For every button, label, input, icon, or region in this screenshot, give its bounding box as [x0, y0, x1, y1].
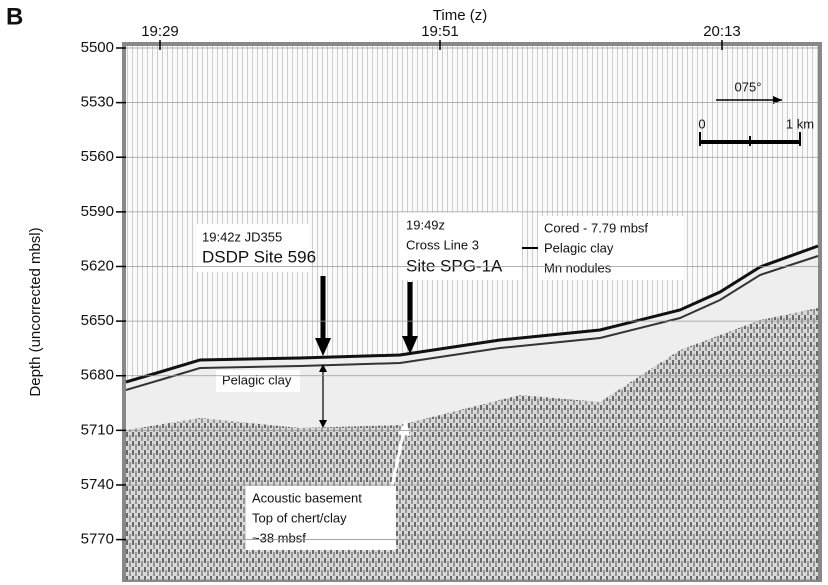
annotation: Top of chert/clay: [252, 510, 347, 525]
annotation: Pelagic clay: [222, 372, 292, 387]
label-box: [196, 224, 310, 272]
annotation: ~38 mbsf: [252, 530, 306, 545]
annotation: DSDP Site 596: [202, 247, 316, 266]
axis-title: Time (z): [433, 7, 487, 24]
x-tick-label: 20:13: [703, 23, 741, 40]
annotation: Mn nodules: [544, 260, 612, 275]
label-box: [538, 216, 684, 280]
y-tick-label: 5680: [81, 367, 114, 384]
y-tick-label: 5710: [81, 421, 114, 438]
annotation: Cross Line 3: [406, 237, 479, 252]
annotation: Site SPG-1A: [406, 256, 503, 275]
y-tick-label: 5770: [81, 531, 114, 548]
y-axis-label: Depth (uncorrected mbsl): [27, 227, 44, 396]
annotation: Cored - 7.79 mbsf: [544, 220, 648, 235]
y-tick-label: 5590: [81, 203, 114, 220]
y-tick-label: 5740: [81, 476, 114, 493]
y-tick-label: 5530: [81, 94, 114, 111]
arrows: [315, 276, 418, 487]
annotation: Acoustic basement: [252, 490, 362, 505]
scale-end: 1 km: [786, 116, 814, 131]
annotation: Pelagic clay: [544, 240, 614, 255]
panel-label: B: [6, 3, 23, 30]
y-tick-label: 5620: [81, 257, 114, 274]
subbottom-reflector: [125, 255, 819, 391]
label-box: [400, 212, 522, 280]
y-tick-label: 5650: [81, 312, 114, 329]
x-tick-label: 19:29: [141, 23, 179, 40]
x-tick-label: 19:51: [421, 23, 459, 40]
scale-heading: 075°: [735, 79, 762, 94]
scale-bar: [699, 96, 801, 146]
annotation: 19:49z: [406, 217, 445, 232]
y-tick-label: 5560: [81, 148, 114, 165]
y-tick-label: 5500: [81, 39, 114, 56]
seafloor-reflector: [125, 244, 819, 384]
annotation: 19:42z JD355: [202, 229, 282, 244]
scale-start: 0: [698, 116, 705, 131]
